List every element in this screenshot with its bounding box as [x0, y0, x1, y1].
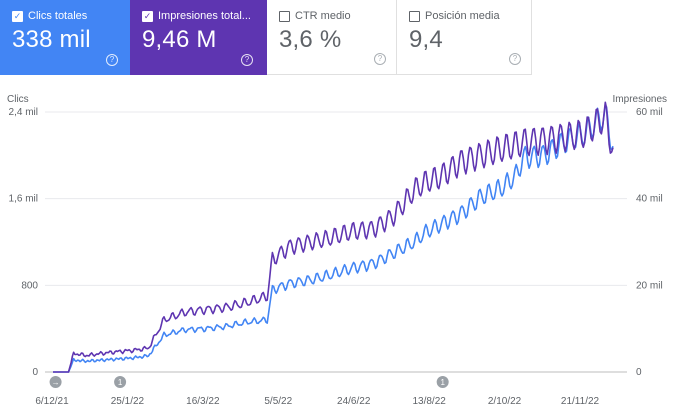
left-tick-label: 2,4 mil [9, 107, 38, 118]
metric-value: 338 mil [12, 26, 91, 53]
metric-value: 9,4 [409, 26, 443, 53]
metric-card-clicks[interactable]: ✓ Clics totales 338 mil ? [0, 0, 130, 75]
checkbox-checked-icon[interactable]: ✓ [12, 10, 23, 22]
chart-grid [45, 111, 627, 373]
left-tick-label: 0 [32, 367, 38, 378]
left-axis-ticks: 0 800 1,6 mil 2,4 mil [9, 107, 39, 378]
left-tick-label: 800 [21, 280, 38, 291]
right-axis-title: Impresiones [612, 94, 667, 105]
metric-card-header: ✓ Clics totales [12, 10, 130, 22]
left-tick-label: 1,6 mil [9, 194, 38, 205]
help-icon[interactable]: ? [509, 53, 521, 65]
metric-card-impressions[interactable]: ✓ Impresiones total... 9,46 M ? [130, 0, 267, 75]
annotation-label: → [52, 378, 60, 387]
metric-card-ctr[interactable]: CTR medio 3,6 % ? [267, 0, 397, 75]
x-tick-label: 24/6/22 [337, 396, 371, 407]
metric-value: 3,6 % [279, 26, 342, 53]
right-tick-label: 0 [636, 367, 642, 378]
annotation-circle [114, 376, 127, 388]
checkbox-unchecked-icon[interactable] [409, 10, 420, 22]
annotation-marker[interactable]: 1 [436, 376, 449, 388]
annotation-label: 1 [118, 378, 123, 387]
x-tick-label: 6/12/21 [35, 396, 69, 407]
help-icon[interactable]: ? [374, 53, 386, 65]
chart-annotations: → 1 1 [49, 376, 449, 388]
help-icon[interactable]: ? [106, 54, 118, 66]
x-tick-label: 13/8/22 [412, 396, 446, 407]
metric-value: 9,46 M [142, 26, 217, 53]
metric-card-header: ✓ Impresiones total... [142, 10, 267, 22]
left-axis-title: Clics [7, 94, 29, 105]
chart-series [53, 101, 614, 373]
metric-card-position[interactable]: Posición media 9,4 ? [397, 0, 532, 75]
metric-label: Posición media [425, 10, 500, 22]
right-tick-label: 60 mil [636, 107, 663, 118]
performance-chart: 0 800 1,6 mil 2,4 mil 0 20 mil 40 mil 60 mil 6… [9, 101, 663, 407]
x-tick-label: 16/3/22 [186, 396, 220, 407]
metric-card-header: Posición media [409, 10, 531, 22]
metric-cards: ✓ Clics totales 338 mil ? ✓ Impresiones … [0, 0, 681, 75]
annotation-circle [436, 376, 449, 388]
x-axis-ticks: 6/12/21 25/1/22 16/3/22 5/5/22 24/6/22 13/8/2… [35, 396, 599, 407]
x-tick-label: 5/5/22 [264, 396, 292, 407]
x-tick-label: 2/10/22 [488, 396, 522, 407]
right-tick-label: 40 mil [636, 194, 663, 205]
annotation-marker[interactable]: 1 [114, 376, 127, 388]
annotation-circle [49, 376, 62, 388]
x-tick-label: 21/11/22 [561, 396, 600, 407]
checkbox-unchecked-icon[interactable] [279, 10, 290, 22]
metric-label: Impresiones total... [158, 10, 251, 22]
series-line-impressions [53, 101, 614, 373]
right-axis-ticks: 0 20 mil 40 mil 60 mil [636, 107, 663, 378]
annotation-marker[interactable]: → [49, 376, 62, 388]
metric-label: CTR medio [295, 10, 351, 22]
series-line-clicks [53, 104, 614, 373]
checkbox-checked-icon[interactable]: ✓ [142, 10, 153, 22]
metric-label: Clics totales [28, 10, 88, 22]
annotation-label: 1 [440, 378, 445, 387]
right-tick-label: 20 mil [636, 280, 663, 291]
metric-card-header: CTR medio [279, 10, 396, 22]
x-tick-label: 25/1/22 [111, 396, 145, 407]
help-icon[interactable]: ? [241, 54, 253, 66]
